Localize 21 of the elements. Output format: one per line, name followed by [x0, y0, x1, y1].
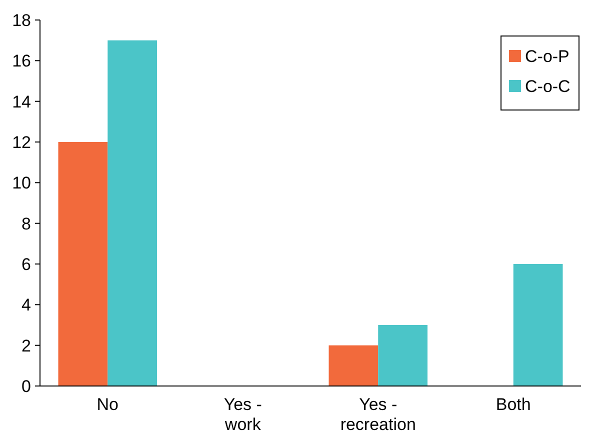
y-tick-label: 8	[22, 214, 31, 234]
y-tick-label: 12	[12, 132, 31, 152]
legend-label: C-o-C	[525, 76, 570, 96]
y-tick-label: 10	[12, 174, 31, 193]
x-tick-label: No	[96, 395, 118, 414]
x-tick-label: Yes - work	[224, 395, 262, 434]
x-tick-label: Yes - recreation	[340, 395, 416, 434]
bar	[328, 345, 378, 386]
y-tick-label: 2	[22, 336, 31, 356]
y-tick-label: 0	[22, 376, 31, 396]
bar	[58, 142, 108, 386]
y-tick-label: 16	[12, 52, 31, 71]
legend-label: C-o-P	[525, 46, 570, 66]
bar	[513, 264, 563, 386]
x-tick-label: Both	[496, 395, 531, 414]
y-tick-label: 18	[12, 10, 31, 30]
bar	[108, 40, 157, 386]
bar	[378, 325, 428, 386]
y-tick-label: 14	[12, 92, 31, 112]
y-tick-label: 6	[22, 254, 31, 274]
y-tick-label: 4	[22, 296, 31, 315]
